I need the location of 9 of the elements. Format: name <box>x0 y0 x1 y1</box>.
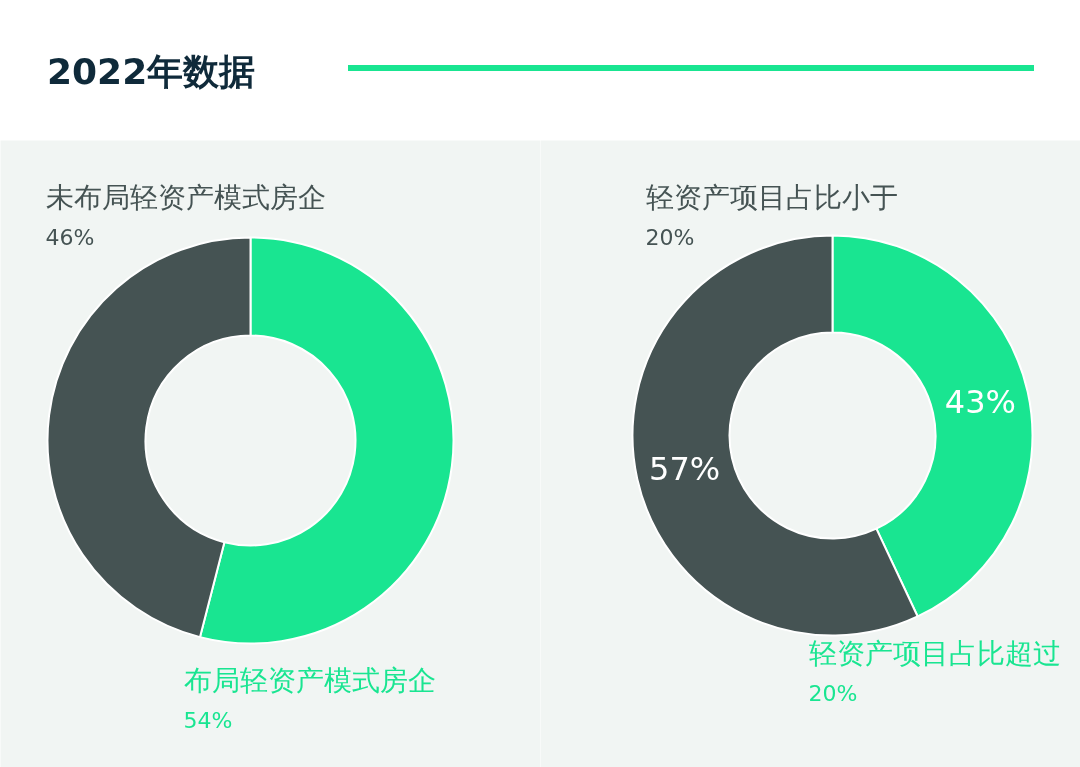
chart-title: 2022年数据 <box>47 50 256 94</box>
data-label: 46% <box>45 225 95 250</box>
data-label: 54% <box>183 708 233 733</box>
slice-label: 轻资产项目占比小于 20% <box>645 181 898 250</box>
slice-label: 布局轻资产模式房企 <box>183 664 436 697</box>
data-label: 57% <box>649 449 721 488</box>
slice-label: 轻资产项目占比超过 20% <box>808 637 1061 706</box>
slice-label: 未布局轻资产模式房企 <box>45 181 326 214</box>
data-label: 43% <box>944 383 1016 422</box>
